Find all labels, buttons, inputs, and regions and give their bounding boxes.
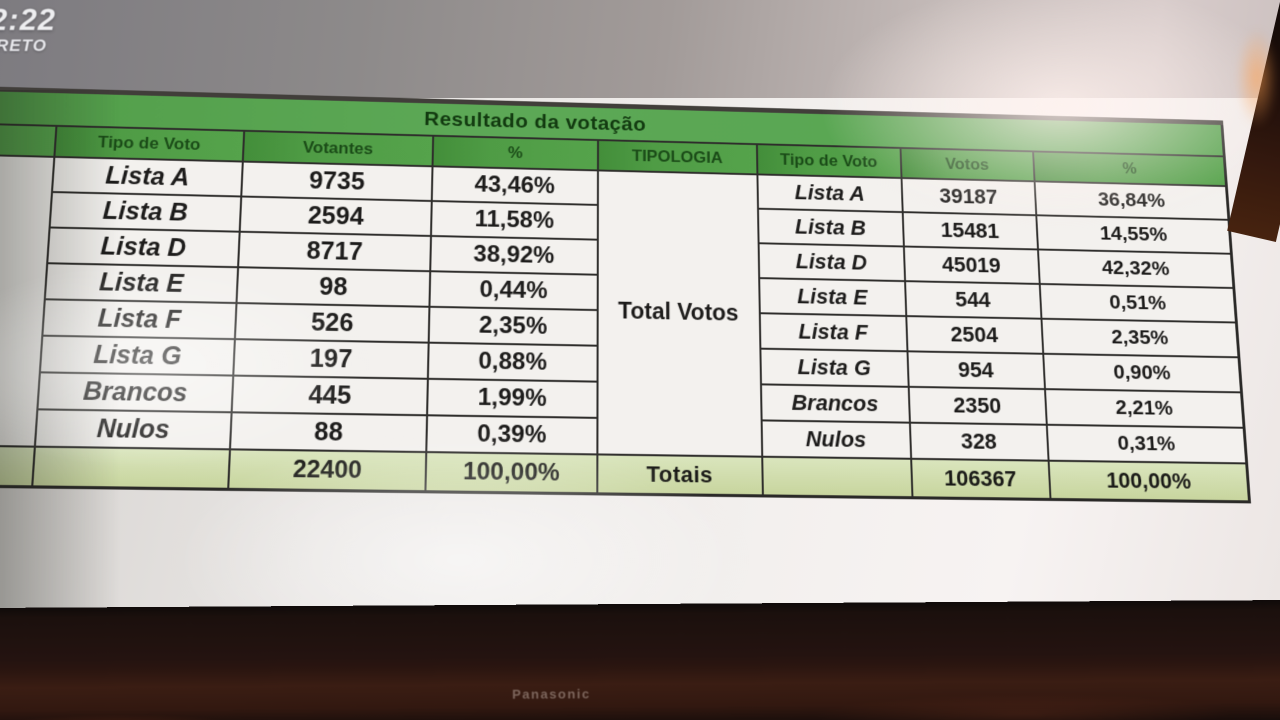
count-cell: 98	[235, 267, 430, 307]
right-tipologia-header: TIPOLOGIA	[597, 140, 757, 175]
right-type-header: Tipo de Voto	[756, 144, 902, 179]
count-cell: 15481	[902, 212, 1038, 250]
vote-type-cell: Lista F	[41, 299, 236, 340]
tv-brand-logo: Panasonic	[512, 686, 591, 702]
vote-type-cell: Lista D	[758, 243, 905, 282]
live-label: RETO	[0, 36, 47, 55]
right-totals-empty-cell	[761, 456, 913, 498]
left-total-count: 22400	[227, 449, 426, 492]
left-totals-empty-cell	[0, 443, 35, 487]
vote-type-cell: Lista E	[44, 263, 238, 304]
count-cell: 45019	[903, 246, 1040, 284]
tv-bezel: Panasonic	[0, 600, 1280, 720]
count-cell: 8717	[237, 231, 431, 272]
percent-cell: 0,44%	[428, 271, 598, 311]
count-cell: 328	[909, 422, 1049, 461]
percent-cell: 38,92%	[429, 235, 598, 275]
count-cell: 2350	[908, 386, 1047, 425]
right-percent-header: %	[1032, 151, 1227, 187]
left-type-header: Tipo de Voto	[53, 125, 244, 162]
left-tipologia-header: GIA	[0, 119, 56, 157]
percent-cell: 0,39%	[425, 415, 597, 455]
right-count-header: Votos	[900, 147, 1035, 182]
bezel-reflection	[0, 675, 411, 720]
clock-overlay: 2:22	[0, 2, 57, 37]
top-gray-band: 2:22 RETO	[0, 0, 1280, 98]
percent-cell: 11,58%	[430, 200, 598, 240]
count-cell: 9735	[240, 161, 433, 201]
count-cell: 544	[904, 281, 1041, 319]
vote-type-cell: Lista B	[757, 208, 904, 247]
vote-type-cell: Lista A	[756, 174, 903, 213]
voting-results-table: Resultado da votação GIA Tipo de Voto Vo…	[0, 81, 1252, 504]
results-table-wrap: Resultado da votação GIA Tipo de Voto Vo…	[0, 81, 1252, 504]
vote-type-cell: Nulos	[761, 420, 911, 459]
percent-cell: 0,88%	[427, 342, 598, 382]
percent-cell: 42,32%	[1037, 249, 1234, 289]
left-total-percent: 100,00%	[424, 452, 597, 494]
percent-cell: 2,21%	[1044, 389, 1245, 428]
left-count-header: Votantes	[242, 130, 433, 167]
vote-type-cell: Lista E	[758, 278, 906, 317]
vote-type-cell: Lista G	[759, 348, 909, 387]
vote-type-cell: Lista A	[51, 156, 243, 197]
count-cell: 197	[232, 339, 429, 379]
vote-type-cell: Nulos	[34, 409, 232, 450]
vote-type-cell: Brancos	[760, 384, 910, 423]
count-cell: 39187	[901, 178, 1036, 216]
bezel-reflection	[709, 666, 1231, 720]
vote-type-cell: Lista D	[46, 227, 240, 268]
percent-cell: 0,51%	[1039, 283, 1237, 323]
percent-cell: 0,31%	[1046, 424, 1247, 464]
totals-label: Totais	[596, 454, 763, 496]
count-cell: 2504	[905, 316, 1043, 354]
right-group-cell: Total Votos	[596, 170, 762, 457]
count-cell: 2594	[239, 196, 432, 236]
count-cell: 445	[231, 375, 428, 416]
count-cell: 88	[229, 412, 427, 453]
right-total-percent: 100,00%	[1048, 460, 1250, 502]
left-totals-empty-cell	[31, 446, 230, 490]
percent-cell: 36,84%	[1034, 181, 1229, 220]
percent-cell: 14,55%	[1035, 215, 1232, 254]
vote-type-cell: Lista F	[759, 313, 907, 352]
percent-cell: 1,99%	[426, 378, 598, 418]
percent-cell: 2,35%	[1040, 318, 1239, 358]
count-cell: 954	[906, 351, 1045, 390]
percent-cell: 2,35%	[428, 306, 598, 346]
vote-type-cell: Lista G	[39, 335, 235, 376]
percent-cell: 0,90%	[1042, 353, 1242, 393]
vote-type-cell: Brancos	[36, 372, 233, 413]
left-percent-header: %	[432, 135, 598, 171]
vote-type-cell: Lista B	[49, 192, 241, 232]
right-total-count: 106367	[910, 458, 1051, 500]
count-cell: 526	[234, 303, 429, 343]
percent-cell: 43,46%	[431, 166, 598, 205]
